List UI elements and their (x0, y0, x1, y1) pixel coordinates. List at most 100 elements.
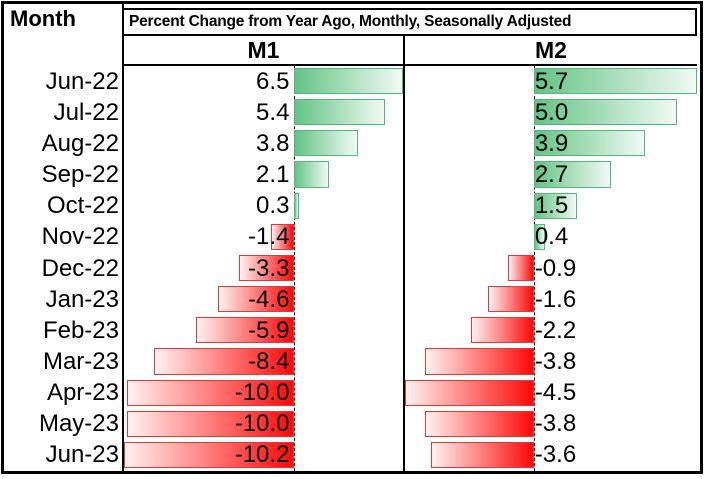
m1-value: -3.3 (248, 254, 290, 282)
m1-cell: 5.4 (124, 97, 403, 128)
m1-cell: 6.5 (124, 66, 403, 97)
m2-cell: 5.7 (405, 66, 697, 97)
m2-value: -3.8 (534, 410, 577, 438)
month-label: Jan-23 (45, 285, 119, 313)
m1-cell: -10.2 (124, 440, 403, 471)
m2-zero-axis (533, 66, 535, 471)
m2-value: -1.6 (534, 285, 577, 313)
m2-value: -2.2 (534, 316, 577, 344)
m2-value: 5.0 (534, 98, 569, 126)
m1-value: 6.5 (256, 67, 290, 95)
m2-cell: 0.4 (405, 222, 697, 253)
column-header-m2: M2 (405, 36, 697, 66)
month-label: Dec-22 (41, 254, 119, 282)
m1-cell: -10.0 (124, 409, 403, 440)
m1-data-bar (127, 379, 295, 406)
m1-data-bar (294, 99, 385, 126)
month-labels: Jun-22 Jul-22 Aug-22 Sep-22 Oct-22 Nov-22 Dec-… (4, 66, 122, 471)
m2-value: 2.7 (534, 161, 569, 189)
m1-value: -5.9 (248, 316, 290, 344)
month-label: Jun-23 (45, 441, 119, 469)
m1-value: -10.2 (234, 441, 290, 469)
m1-data-bar (294, 192, 300, 219)
m2-data-bar (508, 254, 534, 282)
month-label: Aug-22 (41, 129, 119, 157)
m1-m2-divider (403, 36, 405, 471)
m2-data-bar (425, 348, 534, 375)
m2-cell: 5.0 (405, 97, 697, 128)
month-label: Sep-22 (41, 161, 119, 189)
m1-cell: 3.8 (124, 128, 403, 159)
m2-bar-column: 5.7 5.0 3.9 2.7 1.5 0.4 -0.9 -1.6 -2.2 -3.8 -4.5 -3… (405, 66, 697, 471)
m1-value: 0.3 (256, 192, 290, 220)
m2-cell: 2.7 (405, 159, 697, 190)
m2-cell: -3.6 (405, 440, 697, 471)
m2-data-bar (533, 99, 677, 126)
month-column-header: Month (10, 6, 76, 31)
m2-data-bar (405, 379, 534, 406)
month-label: Apr-23 (46, 379, 119, 407)
m2-cell: -4.5 (405, 378, 697, 409)
m2-data-bar (488, 286, 534, 313)
m2-data-bar (430, 441, 534, 469)
m1-value: -10.0 (234, 410, 290, 438)
m2-value: 5.7 (534, 67, 569, 95)
m1-data-bar (217, 286, 295, 313)
month-column-divider (122, 4, 124, 471)
m2-cell: -1.6 (405, 284, 697, 315)
m2-value: 1.5 (534, 192, 569, 220)
m1-value: -8.4 (248, 347, 290, 375)
m2-cell: -3.8 (405, 409, 697, 440)
m2-data-bar (470, 317, 534, 344)
m1-cell: -4.6 (124, 284, 403, 315)
m1-value: 2.1 (256, 161, 290, 189)
m2-value: -3.6 (534, 441, 577, 469)
m2-cell: 3.9 (405, 128, 697, 159)
m2-cell: -0.9 (405, 253, 697, 284)
m2-cell: -2.2 (405, 315, 697, 346)
m2-value: -4.5 (534, 379, 577, 407)
table-title: Percent Change from Year Ago, Monthly, S… (124, 8, 697, 36)
m1-value: 3.8 (256, 129, 290, 157)
m1-data-bar (154, 348, 295, 375)
m1-cell: 2.1 (124, 159, 403, 190)
month-label: Mar-23 (42, 347, 119, 375)
m1-bar-column: 6.5 5.4 3.8 2.1 0.3 -1.4 -3.3 -4.6 -5.9 -8.4 -10.0… (124, 66, 403, 471)
m2-value: -0.9 (534, 254, 577, 282)
m2-data-bar (533, 161, 612, 188)
m1-data-bar (271, 223, 295, 250)
month-label: Jun-22 (45, 67, 119, 95)
month-label: Jul-22 (53, 98, 119, 126)
m1-data-bar (294, 68, 403, 95)
m1-value: -4.6 (248, 285, 290, 313)
m1-cell: -5.9 (124, 315, 403, 346)
m2-data-bar (425, 410, 534, 437)
m1-cell: -8.4 (124, 346, 403, 377)
month-label: Feb-23 (42, 316, 119, 344)
m1-data-bar (294, 130, 358, 157)
m1-cell: 0.3 (124, 191, 403, 222)
month-label: Oct-22 (46, 192, 119, 220)
m2-data-bar (533, 192, 577, 219)
m1-data-bar (124, 441, 295, 469)
m1-cell: -10.0 (124, 378, 403, 409)
m1-data-bar (239, 254, 295, 282)
m2-value: -3.8 (534, 347, 577, 375)
m1-value: -1.4 (248, 223, 290, 251)
month-label: Nov-22 (41, 223, 119, 251)
m1-cell: -3.3 (124, 253, 403, 284)
m2-cell: -3.8 (405, 346, 697, 377)
m1-data-bar (195, 317, 295, 344)
column-header-m1: M1 (124, 36, 403, 66)
m2-value: 3.9 (534, 129, 569, 157)
m2-data-bar (533, 223, 546, 250)
m1-zero-axis (294, 66, 296, 471)
m1-value: 5.4 (256, 98, 290, 126)
m2-data-bar (533, 68, 697, 95)
m1-data-bar (294, 161, 330, 188)
m1-cell: -1.4 (124, 222, 403, 253)
month-label: May-23 (38, 410, 119, 438)
m1-data-bar (127, 410, 295, 437)
